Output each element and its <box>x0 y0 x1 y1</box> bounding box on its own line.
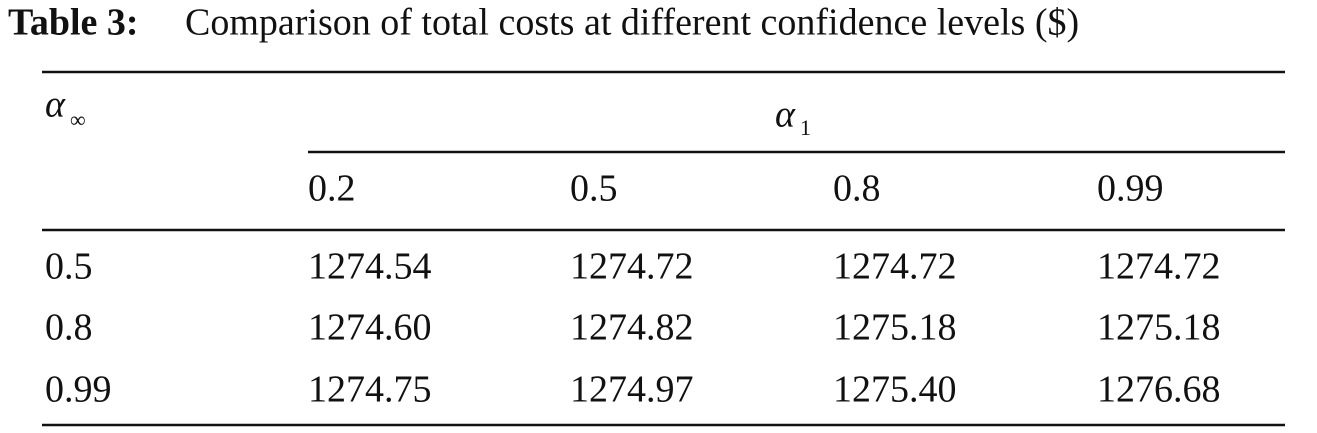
cell: 1274.54 <box>308 246 432 288</box>
row-header-symbol: α <box>45 84 66 126</box>
column-header: 0.99 <box>1097 168 1164 210</box>
row-label: 0.5 <box>45 246 93 288</box>
row-label: 0.8 <box>45 307 93 349</box>
cell: 1274.82 <box>570 307 694 349</box>
cell: 1274.72 <box>1097 246 1221 288</box>
cell: 1274.72 <box>833 246 957 288</box>
column-group-subscript: 1 <box>800 115 811 140</box>
cell: 1276.68 <box>1097 369 1221 411</box>
caption-text: Comparison of total costs at different c… <box>185 2 1079 44</box>
cell: 1275.40 <box>833 369 957 411</box>
column-header: 0.5 <box>570 168 618 210</box>
row-label: 0.99 <box>45 369 112 411</box>
row-header-subscript: ∞ <box>70 107 86 132</box>
cell: 1274.75 <box>308 369 432 411</box>
cell: 1274.60 <box>308 307 432 349</box>
cell: 1275.18 <box>833 307 957 349</box>
caption-label: Table 3: <box>8 2 139 44</box>
column-group-symbol: α <box>775 94 796 136</box>
cell: 1274.72 <box>570 246 694 288</box>
cell: 1275.18 <box>1097 307 1221 349</box>
column-header: 0.2 <box>308 168 356 210</box>
cell: 1274.97 <box>570 369 694 411</box>
column-header: 0.8 <box>833 168 881 210</box>
